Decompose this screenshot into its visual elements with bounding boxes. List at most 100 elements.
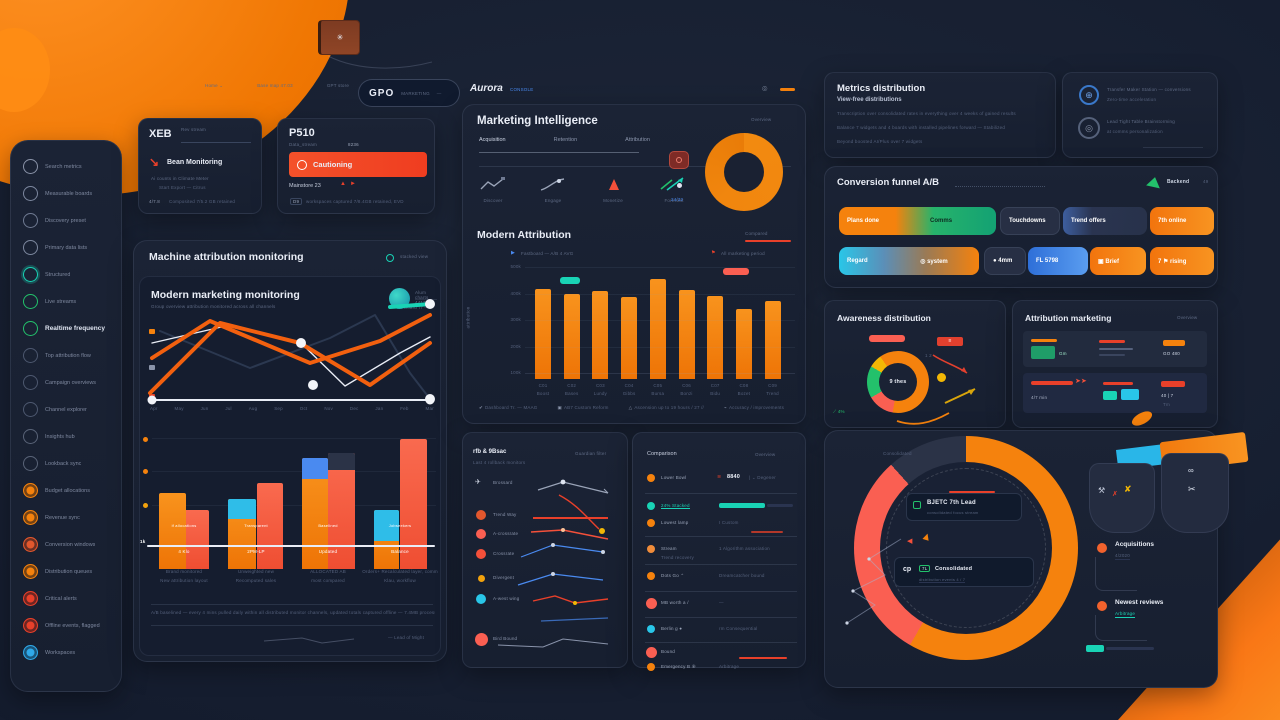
trend-label[interactable]: A-crossrate	[493, 531, 519, 536]
trend-label[interactable]: Trend Way	[493, 512, 517, 517]
list-item-2-title[interactable]: Newest reviews	[1115, 599, 1164, 606]
sidebar-item-channels[interactable]: Channel explorer	[11, 396, 121, 423]
funnel-pill[interactable]: 7 ⚑ rising	[1150, 247, 1214, 275]
pocket-right[interactable]: ∞ ✂	[1161, 453, 1229, 533]
funnel-pill-label: FL 5798	[1036, 258, 1059, 264]
pocket-left[interactable]: ⚒ ✗ ✘	[1089, 463, 1155, 533]
x-tick: May	[174, 406, 184, 411]
sidebar-item-offline[interactable]: Offline events, flagged	[11, 612, 121, 639]
funnel-pill[interactable]: FL 5798	[1028, 247, 1088, 275]
trend-label[interactable]: Brossard	[493, 480, 513, 485]
menu-dash-icon[interactable]	[780, 88, 795, 91]
attrib-row-2[interactable]: ➤➤ 4/7 min 40 | 7 Tm	[1023, 373, 1207, 413]
sidebar-item-streams[interactable]: Live streams	[11, 288, 121, 315]
sidebar-item-boards[interactable]: Measurable boards	[11, 180, 121, 207]
x-tick-code: C08	[739, 383, 749, 388]
link2-l1[interactable]: Lead Tight Table Brainstorming	[1107, 119, 1175, 124]
user-icon[interactable]: ⌾	[762, 84, 768, 94]
tab-attribution[interactable]: Attribution	[625, 137, 650, 143]
funnel-pill-label: ▣ Brief	[1098, 258, 1120, 265]
cmp-label[interactable]: MB worth a /	[661, 600, 689, 605]
notification-card[interactable]: ✳	[318, 20, 360, 55]
red-badge[interactable]	[669, 151, 689, 169]
cmp-label[interactable]: Stream	[661, 546, 677, 551]
donut-pill-1[interactable]: BJETC 7th Lead consolidated focus stream	[906, 491, 1022, 521]
tab-retention[interactable]: Retention	[553, 137, 578, 143]
stat-card-input[interactable]	[181, 137, 251, 143]
sidebar-item-alerts[interactable]: Critical alerts	[11, 585, 121, 612]
stat-engage[interactable]: Engage	[539, 175, 567, 203]
stat-monetize[interactable]: Monetize	[599, 175, 627, 203]
funnel-pill[interactable]: Trend offers	[1063, 207, 1147, 235]
funnel-pill[interactable]: Regard ◎ system	[839, 247, 979, 275]
cmp-label[interactable]: Dots Go ⌃	[661, 573, 685, 578]
sidebar-item-campaigns[interactable]: Campaign overviews	[11, 369, 121, 396]
stat-discover[interactable]: Discover	[479, 175, 507, 203]
tool-icon: ⚒	[1098, 486, 1106, 495]
sidebar-item-revenue[interactable]: Revenue sync	[11, 504, 121, 531]
attrib-row-1[interactable]: Gm GO 480	[1023, 331, 1207, 367]
section-right[interactable]: Compared	[745, 231, 768, 236]
sidebar-item-workspaces[interactable]: Workspaces	[11, 639, 121, 666]
sidebar-item-structured[interactable]: Structured	[11, 261, 121, 288]
alert-banner[interactable]: Cautioning	[289, 152, 427, 177]
trend-label[interactable]: A-west wing	[493, 596, 520, 601]
sidebar-item-lookback[interactable]: Lookback sync	[11, 450, 121, 477]
donut-pill-2[interactable]: cp 7L Consolidated distribution events 4…	[894, 557, 1034, 587]
row-divider	[645, 617, 797, 618]
comparison-right[interactable]: Overview	[755, 452, 776, 457]
plane-icon[interactable]: ✈	[475, 479, 481, 486]
bar-inlabel: Transparent	[244, 523, 268, 528]
trend-label[interactable]: Crossrate	[493, 551, 515, 556]
cmp-label[interactable]: Lowest lamp	[661, 520, 689, 525]
nav-item-home[interactable]: Home ⌄	[205, 83, 224, 88]
cmp-label[interactable]: Emergency B ⑧	[661, 664, 696, 669]
center-bar-2	[563, 294, 580, 379]
stat-sparklines: Discover Engage Monetize Forecast	[479, 175, 689, 203]
funnel-pill[interactable]: Plans done Comms	[839, 207, 996, 235]
list-item-1-sub: 4/2020	[1115, 553, 1130, 560]
list-item-1-title[interactable]: Acquisitions	[1115, 541, 1155, 548]
center-right-label[interactable]: Overview	[751, 117, 772, 122]
left-panel-header-right[interactable]: stacked view	[400, 254, 429, 259]
sidebar: Search metrics Measurable boards Discovery…	[10, 140, 122, 692]
cmp-label[interactable]: Lower Bowl	[661, 475, 687, 480]
link1-l1[interactable]: Transfer Maker Station — conversions	[1107, 87, 1191, 92]
trend-label[interactable]: Divergent	[493, 575, 515, 580]
cmp-label[interactable]: Bound	[661, 649, 676, 654]
sidebar-item-distribution[interactable]: Distribution queues	[11, 558, 121, 585]
trend-label[interactable]: Bird Bound	[493, 636, 518, 641]
sidebar-item-search[interactable]: Search metrics	[11, 153, 121, 180]
toggle-icon[interactable]	[386, 254, 394, 262]
deco-red-line	[751, 531, 783, 533]
cmp-label[interactable]: 24% Stacked	[661, 503, 690, 509]
alert-card[interactable]: P510 Data_stream 8236 Cautioning Mainsto…	[277, 118, 435, 214]
disc-icon[interactable]: ◎	[1078, 117, 1100, 139]
tab-acquisition[interactable]: Acquisition	[479, 137, 506, 143]
sidebar-item-preset[interactable]: Discovery preset	[11, 207, 121, 234]
stat-card[interactable]: XEB Rev stream ↘ Bean Monitoring Ai coun…	[138, 118, 262, 214]
sidebar-item-conversion[interactable]: Conversion windows	[11, 531, 121, 558]
gpo-pill[interactable]: GPO MARKETING —	[358, 79, 460, 107]
stat5-label: 24/32	[671, 197, 684, 202]
nav-item-gpt[interactable]: GPT store	[326, 83, 350, 88]
sidebar-item-frequency[interactable]: Realtime frequency	[11, 315, 121, 342]
sidebar-item-insights[interactable]: Insights hub	[11, 423, 121, 450]
stat-forecast[interactable]: Forecast	[659, 175, 689, 203]
list-item-2-sub[interactable]: Arbitrage	[1115, 611, 1136, 618]
deco-red-line2	[739, 657, 787, 659]
sidebar-item-budget[interactable]: Budget allocations	[11, 477, 121, 504]
attribution-right[interactable]: Overview	[1177, 315, 1198, 320]
cmp-label[interactable]: Berlin g ●	[661, 626, 683, 631]
sidebar-item-flow[interactable]: Top attribution flow	[11, 342, 121, 369]
funnel-pill[interactable]: ▣ Brief	[1090, 247, 1146, 275]
funnel-pill[interactable]: Touchdowns	[1000, 207, 1060, 235]
trends-right[interactable]: Guardian filter	[575, 451, 607, 456]
brand-logo[interactable]: Aurora	[470, 83, 503, 94]
funnel-pill[interactable]: ● 4mm	[984, 247, 1026, 275]
globe-icon[interactable]: ⊕	[1079, 85, 1099, 105]
data-list-icon	[23, 240, 38, 255]
sidebar-item-data-list[interactable]: Primary data lists	[11, 234, 121, 261]
nav-item-basemap[interactable]: Base map 47.03	[257, 83, 293, 88]
funnel-pill[interactable]: 7th online	[1150, 207, 1214, 235]
